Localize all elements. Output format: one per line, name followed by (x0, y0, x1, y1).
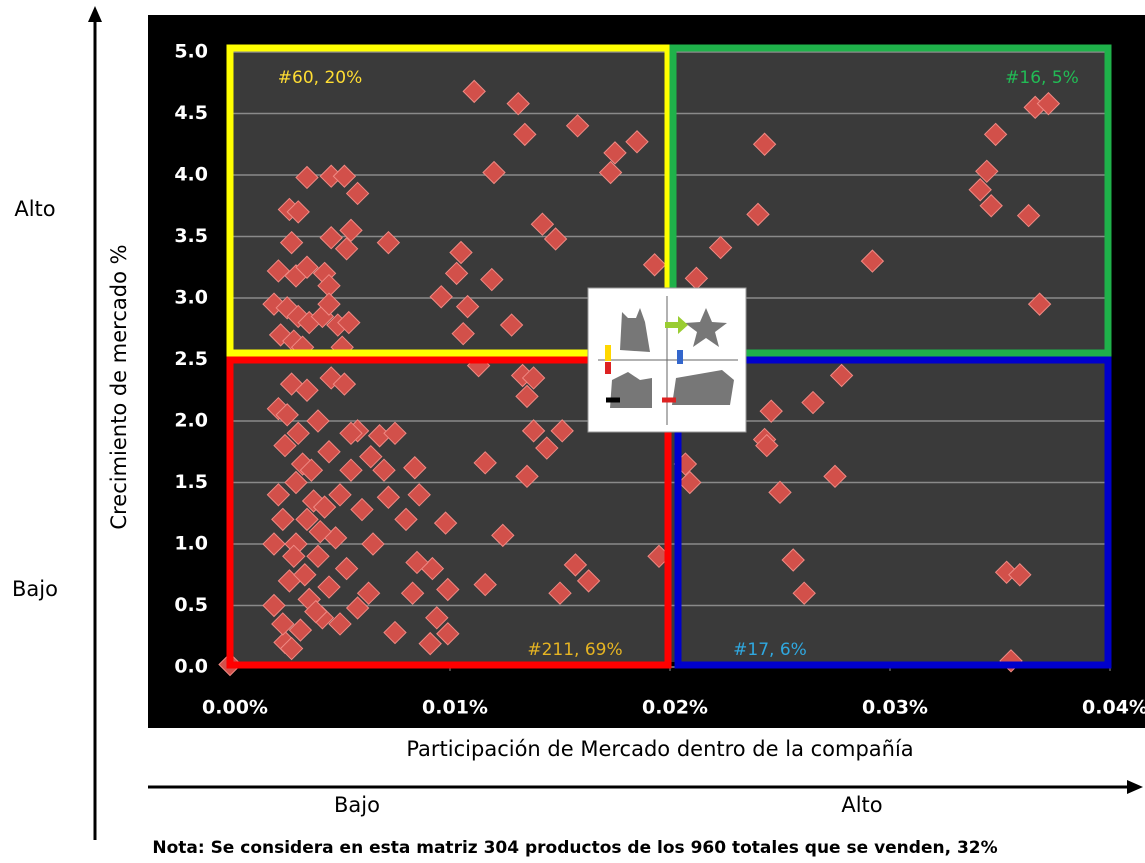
y-tick-label: 2.0 (174, 410, 208, 432)
chart: #60, 20% #16, 5% #211, 69% #17, 6% Creci… (0, 0, 1145, 863)
y-tick-label: 0.0 (174, 656, 208, 678)
annotation: #60, 20% (278, 68, 362, 88)
y-axis-label: Crecimiento de mercado % (107, 244, 131, 529)
note: Nota: Se considera en esta matriz 304 pr… (152, 838, 997, 858)
y-tick-label: 3.5 (174, 225, 208, 247)
annotation: #17, 6% (733, 640, 807, 660)
y-tick-label: 5.0 (174, 41, 208, 63)
y-tick-label: 1.5 (174, 471, 208, 493)
x-tick-label: 0.00% (202, 697, 268, 719)
x-axis-label: Participación de Mercado dentro de la co… (406, 737, 913, 761)
y-tick-label: 0.5 (174, 594, 208, 616)
annotation: #16, 5% (1005, 68, 1079, 88)
x-tick-label: 0.03% (862, 697, 928, 719)
axis-level: Bajo (12, 577, 58, 601)
axis-level: Bajo (334, 793, 380, 817)
x-tick-label: 0.02% (642, 697, 708, 719)
x-tick-label: 0.01% (422, 697, 488, 719)
annotation: #211, 69% (527, 640, 622, 660)
y-tick-label: 4.0 (174, 164, 208, 186)
y-tick-label: 4.5 (174, 102, 208, 124)
axis-level: Alto (841, 793, 882, 817)
axis-arrow (88, 6, 102, 22)
bcg-icon (588, 288, 746, 432)
y-tick-label: 2.5 (174, 348, 208, 370)
axis-arrow (1127, 780, 1143, 794)
axis-level: Alto (14, 197, 55, 221)
y-tick-label: 1.0 (174, 533, 208, 555)
y-tick-label: 3.0 (174, 287, 208, 309)
x-tick-label: 0.04% (1082, 697, 1145, 719)
